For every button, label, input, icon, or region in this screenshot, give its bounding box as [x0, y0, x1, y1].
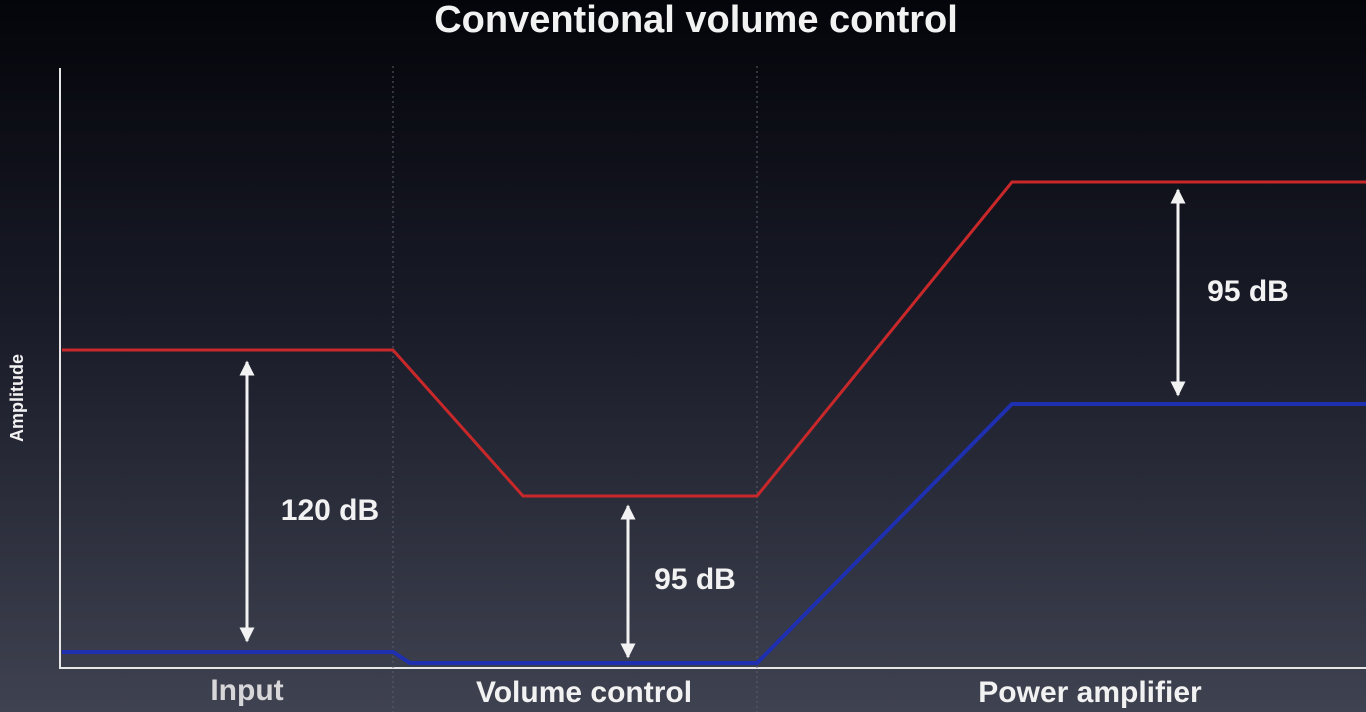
title: Conventional volume control — [434, 0, 958, 41]
stage-label: Power amplifier — [978, 676, 1202, 709]
range-label: 120 dB — [281, 494, 379, 527]
stage-label: Input — [210, 674, 283, 707]
range-label: 95 dB — [1207, 275, 1289, 308]
range-label: 95 dB — [654, 563, 736, 596]
stage-label: Volume control — [476, 676, 692, 709]
y-axis-label: Amplitude — [7, 354, 27, 442]
noise-floor-line — [62, 402, 1366, 665]
max-level-line — [62, 180, 1366, 498]
